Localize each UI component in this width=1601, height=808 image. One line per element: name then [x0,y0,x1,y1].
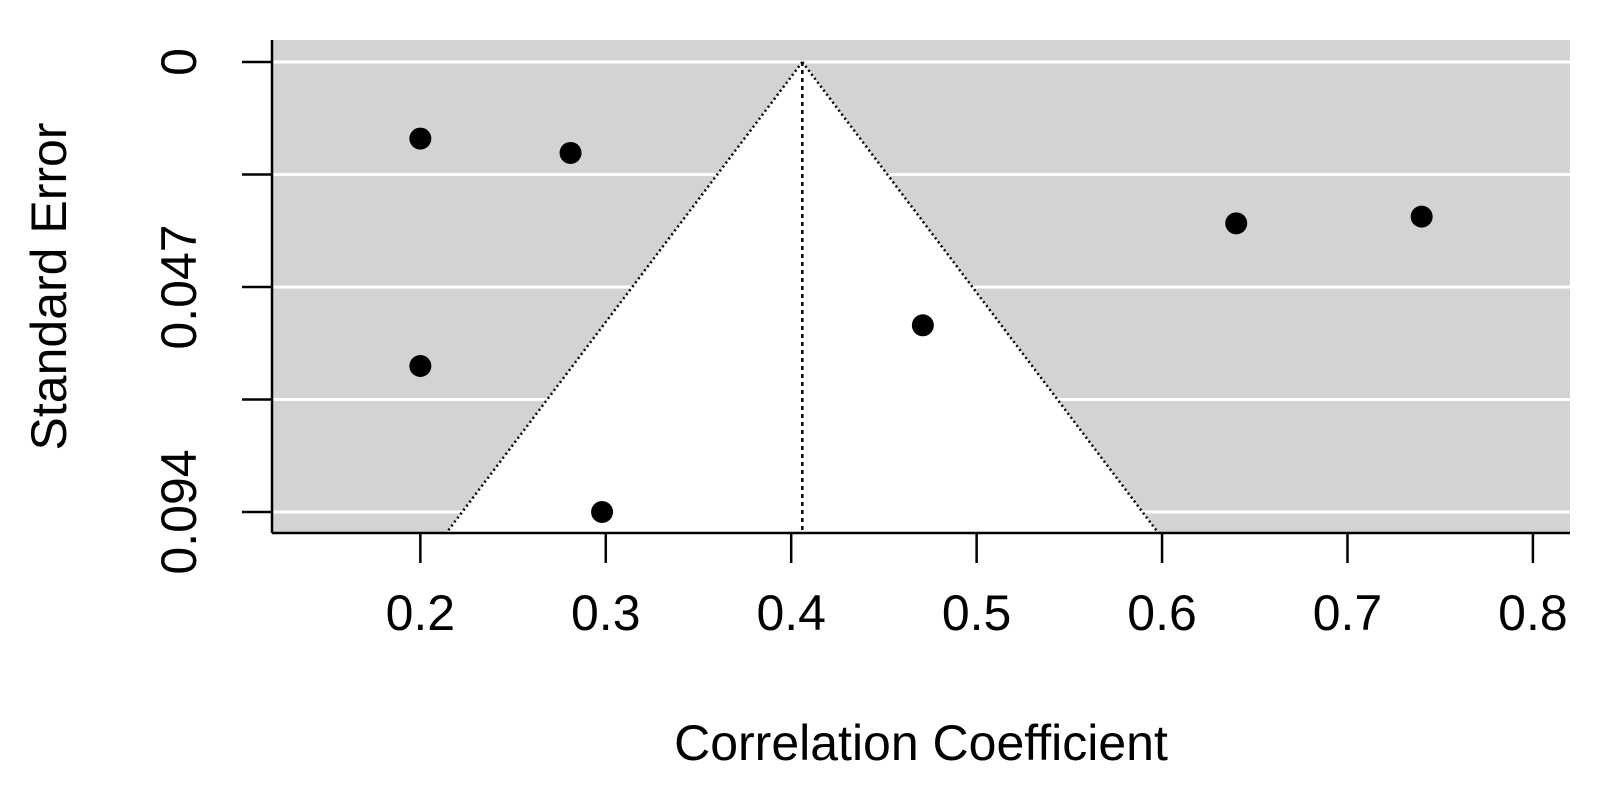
x-axis-label: Correlation Coefficient [674,715,1168,771]
x-tick-label-5: 0.7 [1313,585,1383,641]
y-tick-label-4: 0.094 [151,449,207,574]
funnel-left-line [445,61,804,534]
x-tick-label-3: 0.5 [942,585,1012,641]
funnel-lines [445,61,1160,534]
x-tick-label-6: 0.8 [1498,585,1568,641]
y-tick-label-0: 0 [151,48,207,76]
data-points [409,127,1433,523]
y-axis-ticks: 0 0.047 0.094 [151,48,272,575]
x-tick-label-1: 0.3 [571,585,641,641]
x-tick-label-0: 0.2 [386,585,456,641]
x-tick-label-2: 0.4 [756,585,826,641]
data-point-2 [409,354,432,377]
y-tick-label-2: 0.047 [151,224,207,349]
y-axis-label: Standard Error [21,123,77,451]
data-point-1 [559,141,582,164]
funnel-right-line [801,61,1160,534]
data-point-4 [911,314,934,337]
x-axis-ticks: 0.2 0.3 0.4 0.5 0.6 0.7 0.8 [386,533,1568,641]
data-point-5 [1225,212,1248,235]
data-point-6 [1410,205,1433,228]
data-point-0 [409,127,432,150]
data-point-3 [591,501,614,523]
x-tick-label-4: 0.6 [1127,585,1197,641]
